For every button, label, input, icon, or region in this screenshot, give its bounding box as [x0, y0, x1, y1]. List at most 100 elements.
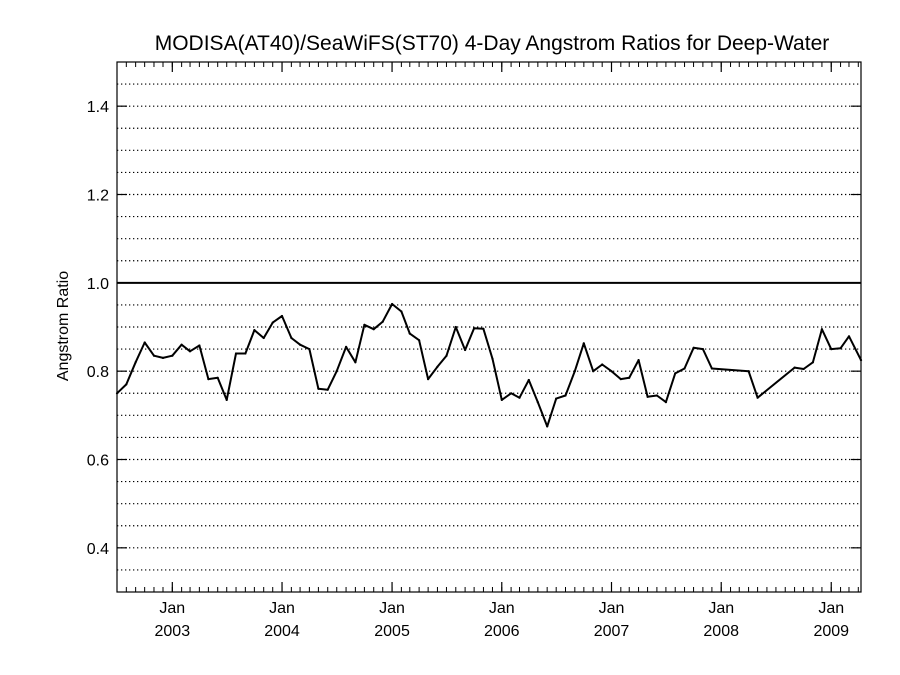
- data-point: [482, 327, 485, 330]
- data-point: [253, 329, 256, 332]
- x-tick-label-year: 2006: [484, 623, 520, 640]
- data-point: [582, 342, 585, 345]
- x-tick-label-month: Jan: [599, 600, 625, 617]
- x-tick-label-year: 2005: [374, 623, 410, 640]
- data-point: [171, 354, 174, 357]
- x-tick-label-year: 2009: [813, 623, 849, 640]
- data-point: [271, 321, 274, 324]
- data-point: [527, 378, 530, 382]
- data-point: [207, 378, 210, 381]
- data-point: [143, 341, 146, 344]
- data-point: [216, 376, 219, 379]
- data-point: [454, 325, 457, 329]
- data-point: [473, 327, 476, 330]
- data-point: [811, 361, 815, 364]
- data-point: [710, 367, 714, 370]
- x-tick-label-year: 2003: [155, 623, 191, 640]
- y-tick-label: 0.4: [87, 541, 109, 558]
- y-tick-label: 1.0: [87, 276, 109, 293]
- data-point: [655, 394, 659, 397]
- data-point: [839, 347, 842, 350]
- data-point: [326, 388, 329, 391]
- data-point: [335, 370, 338, 373]
- data-point: [125, 383, 128, 386]
- data-point: [564, 394, 567, 397]
- x-tick-label-year: 2008: [703, 623, 739, 640]
- data-point: [619, 378, 622, 381]
- data-point: [820, 328, 824, 331]
- data-point: [188, 350, 192, 353]
- data-point: [363, 323, 366, 326]
- x-tick-label-month: Jan: [159, 600, 185, 617]
- data-point: [308, 348, 311, 351]
- plot-frame: [116, 61, 862, 593]
- data-point: [234, 352, 238, 355]
- data-point: [317, 387, 320, 390]
- data-point: [225, 398, 228, 401]
- data-point: [683, 367, 686, 370]
- data-point: [445, 354, 448, 357]
- data-point: [391, 302, 394, 306]
- data-point: [510, 392, 513, 395]
- x-tick-label-month: Jan: [818, 600, 844, 617]
- data-point: [152, 354, 156, 357]
- data-point: [756, 396, 759, 399]
- data-point: [372, 328, 375, 331]
- data-point: [464, 348, 467, 352]
- data-point: [546, 425, 549, 428]
- data-point: [847, 335, 851, 338]
- series-line: [116, 303, 862, 428]
- data-point: [491, 357, 494, 360]
- data-point: [674, 372, 677, 375]
- data-point: [418, 339, 421, 342]
- data-point: [518, 396, 521, 399]
- data-point: [601, 363, 604, 366]
- data-point: [692, 346, 695, 349]
- data-point: [262, 336, 265, 340]
- data-point: [134, 361, 137, 364]
- gridlines: [117, 83, 861, 571]
- data-point: [701, 348, 705, 351]
- data-point: [408, 332, 411, 335]
- x-tick-label-month: Jan: [708, 600, 734, 617]
- data-point: [830, 348, 833, 351]
- x-tick-label-month: Jan: [489, 600, 515, 617]
- data-point: [161, 356, 165, 359]
- x-tick-label-year: 2004: [264, 623, 300, 640]
- data-point: [244, 352, 247, 355]
- data-point: [610, 370, 613, 373]
- x-tick-label-month: Jan: [379, 600, 405, 617]
- data-point: [354, 361, 357, 364]
- x-tick-label-year: 2007: [594, 623, 630, 640]
- data-point: [180, 343, 183, 346]
- data-point: [802, 367, 805, 371]
- data-point: [500, 398, 503, 401]
- series-layer: [115, 302, 863, 428]
- data-point: [299, 343, 302, 346]
- data-point: [290, 336, 293, 340]
- y-tick-label: 1.2: [87, 188, 109, 205]
- data-point: [280, 314, 284, 318]
- data-point: [646, 395, 649, 398]
- y-tick-label: 1.4: [87, 99, 109, 116]
- data-point: [592, 370, 595, 373]
- data-point: [345, 345, 348, 348]
- data-point: [793, 366, 796, 369]
- data-point: [436, 365, 439, 368]
- data-point: [381, 320, 384, 323]
- data-point: [628, 376, 631, 379]
- data-point: [573, 370, 576, 373]
- data-point: [637, 359, 640, 362]
- chart-title: MODISA(AT40)/SeaWiFS(ST70) 4-Day Angstro…: [155, 32, 830, 55]
- data-point: [536, 401, 539, 404]
- data-point: [427, 378, 430, 381]
- data-point: [198, 344, 201, 347]
- y-tick-label: 0.8: [87, 364, 109, 381]
- data-point: [400, 310, 403, 313]
- y-tick-label: 0.6: [87, 453, 109, 470]
- x-tick-label-month: Jan: [269, 600, 295, 617]
- data-point: [664, 401, 668, 404]
- y-axis-label: Angstrom Ratio: [55, 271, 72, 381]
- data-point: [555, 397, 558, 400]
